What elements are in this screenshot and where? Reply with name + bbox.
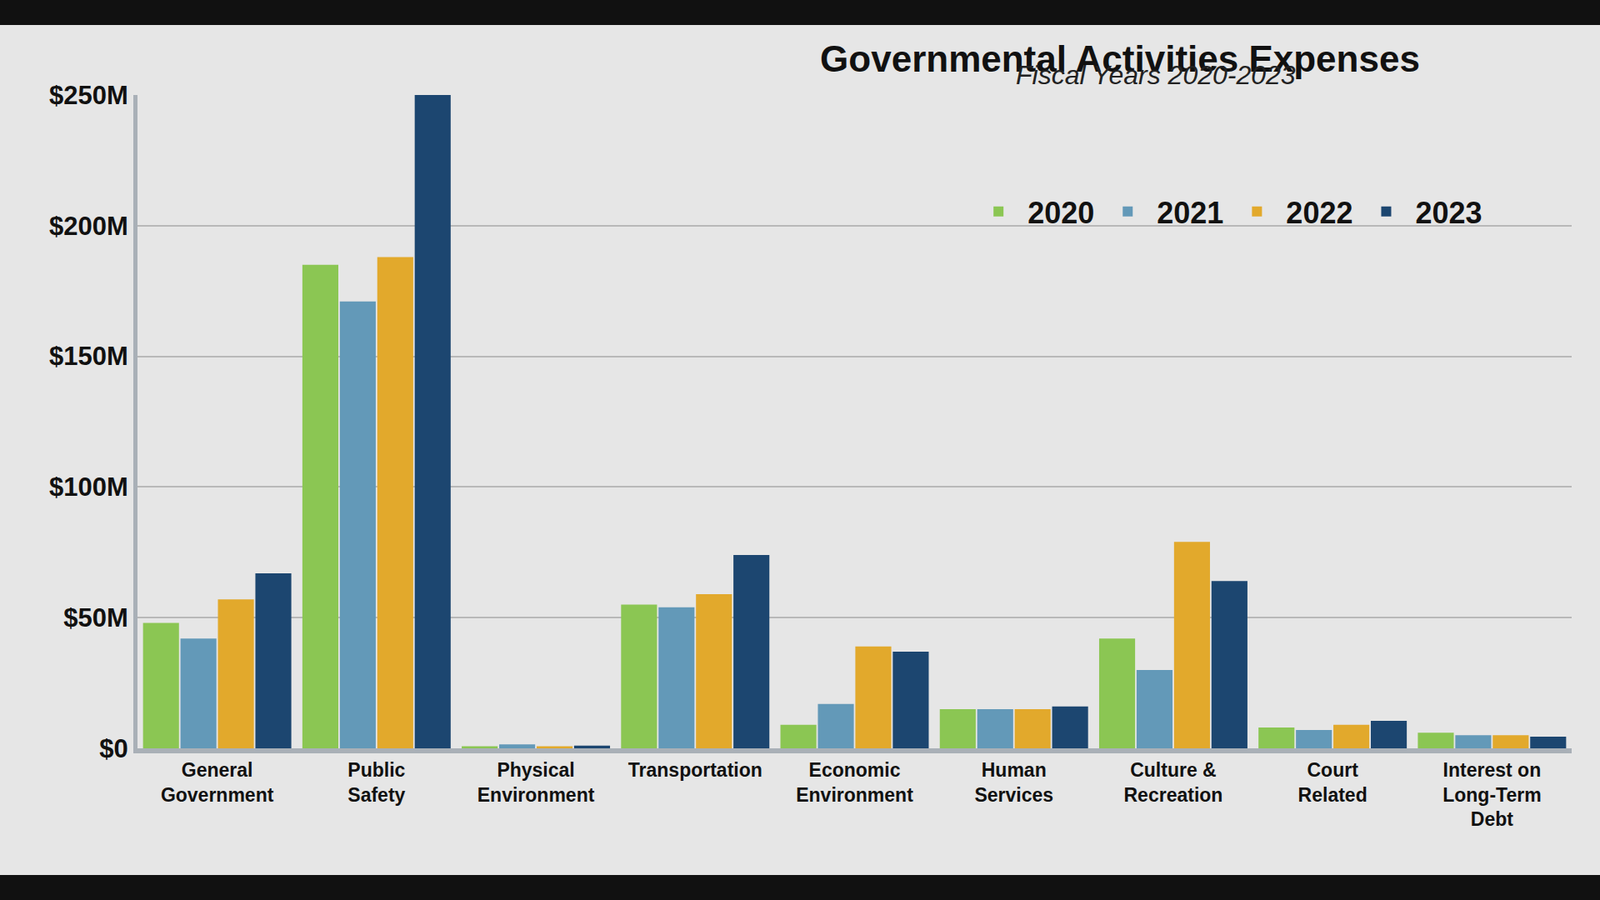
svg-text:$100M: $100M bbox=[49, 472, 129, 502]
svg-text:$200M: $200M bbox=[49, 211, 129, 241]
svg-text:2022: 2022 bbox=[1285, 195, 1353, 230]
svg-text:2023: 2023 bbox=[1415, 195, 1482, 230]
svg-text:PublicSafety: PublicSafety bbox=[347, 759, 405, 806]
svg-text:HumanServices: HumanServices bbox=[974, 759, 1054, 806]
svg-text:2021: 2021 bbox=[1156, 195, 1224, 230]
svg-text:Fiscal Years 2020-2023: Fiscal Years 2020-2023 bbox=[1015, 60, 1296, 90]
svg-text:Transportation: Transportation bbox=[628, 759, 763, 781]
svg-text:PhysicalEnvironment: PhysicalEnvironment bbox=[477, 759, 595, 806]
svg-text:$0: $0 bbox=[99, 734, 128, 764]
svg-text:$50M: $50M bbox=[63, 603, 129, 633]
svg-text:$250M: $250M bbox=[49, 80, 129, 110]
svg-text:2020: 2020 bbox=[1027, 195, 1095, 230]
svg-text:Interest onLong-TermDebt: Interest onLong-TermDebt bbox=[1442, 759, 1541, 831]
svg-text:Culture &Recreation: Culture &Recreation bbox=[1124, 759, 1224, 806]
svg-text:GeneralGovernment: GeneralGovernment bbox=[160, 759, 275, 806]
svg-text:$150M: $150M bbox=[49, 341, 129, 371]
svg-text:EconomicEnvironment: EconomicEnvironment bbox=[795, 759, 914, 806]
svg-text:Governmental Activities Expens: Governmental Activities Expenses bbox=[820, 38, 1420, 80]
svg-text:CourtRelated: CourtRelated bbox=[1298, 759, 1368, 806]
